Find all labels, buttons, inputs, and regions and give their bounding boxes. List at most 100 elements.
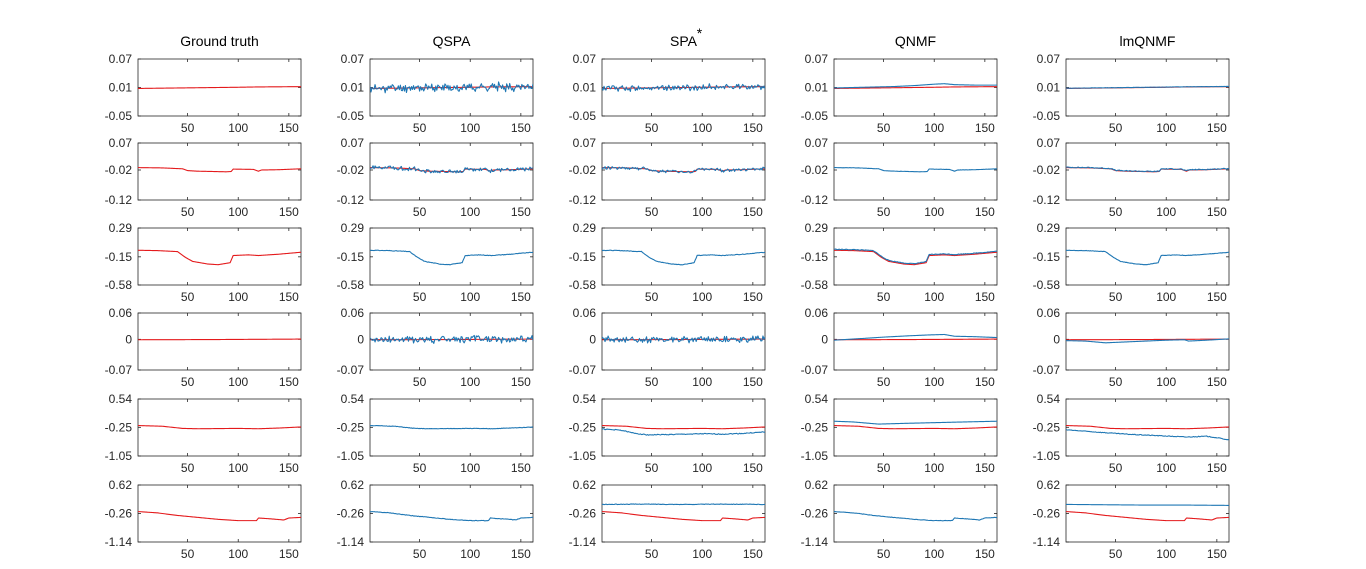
panel-r2-c2: 0.07 -0.02 -0.12 50 100 150 <box>337 136 534 219</box>
axis-box <box>601 398 766 457</box>
y-tick-label: -0.07 <box>569 363 597 377</box>
panel-r6-c4: 0.62 -0.26 -1.14 50 100 150 <box>801 478 998 561</box>
y-tick-label: 0 <box>125 332 132 346</box>
estimate-series-line <box>1066 166 1229 173</box>
x-tick-label: 50 <box>413 205 427 219</box>
panel-r2-c3: 0.07 -0.02 -0.12 50 100 150 <box>569 136 766 219</box>
estimate-series-line <box>834 420 997 425</box>
x-tick-label: 100 <box>1156 205 1176 219</box>
x-tick-label: 150 <box>511 205 531 219</box>
y-tick-label: 0.62 <box>573 478 597 492</box>
estimate-series-line <box>834 166 997 173</box>
panel-title-2: QSPA <box>433 33 472 49</box>
estimate-series-line <box>1066 85 1229 89</box>
y-tick-label: -0.02 <box>801 163 829 177</box>
x-tick-label: 150 <box>511 461 531 475</box>
x-tick-label: 150 <box>279 205 299 219</box>
y-tick-label: 0.07 <box>805 136 829 150</box>
x-tick-label: 50 <box>181 121 195 135</box>
y-tick-label: -0.15 <box>337 250 365 264</box>
ground-truth-series-line <box>602 424 765 430</box>
x-tick-label: 100 <box>924 290 944 304</box>
x-tick-label: 100 <box>1156 461 1176 475</box>
x-tick-label: 100 <box>228 375 248 389</box>
y-tick-label: 0.07 <box>109 136 133 150</box>
panel-r5-c1: 0.54 -0.25 -1.05 50 100 150 <box>105 392 302 475</box>
x-tick-label: 100 <box>924 461 944 475</box>
x-tick-label: 50 <box>877 290 891 304</box>
panel-r3-c3: 0.29 -0.15 -0.58 50 100 150 <box>569 221 766 304</box>
panel-r1-c2: 0.07 0.01 -0.05 50 100 150 <box>337 52 534 135</box>
y-tick-label: 0.29 <box>1037 221 1061 235</box>
panel-r2-c1: 0.07 -0.02 -0.12 50 100 150 <box>105 136 302 219</box>
panel-r4-c3: 0.06 0 -0.07 50 100 150 <box>569 306 766 389</box>
x-tick-label: 100 <box>460 205 480 219</box>
y-tick-label: -0.05 <box>105 109 133 123</box>
y-tick-label: 0 <box>821 332 828 346</box>
y-tick-label: 0.01 <box>573 81 597 95</box>
panel-r4-c4: 0.06 0 -0.07 50 100 150 <box>801 306 998 389</box>
y-tick-label: -0.58 <box>105 278 133 292</box>
y-tick-label: 0 <box>357 332 364 346</box>
y-tick-label: -1.14 <box>1033 535 1061 549</box>
y-tick-label: 0.06 <box>341 306 365 320</box>
x-tick-label: 150 <box>511 547 531 561</box>
x-tick-label: 50 <box>1109 290 1123 304</box>
y-tick-label: 0.54 <box>1037 392 1061 406</box>
y-tick-label: -0.26 <box>801 507 829 521</box>
y-tick-label: -0.07 <box>337 363 365 377</box>
y-tick-label: 0.29 <box>341 221 365 235</box>
estimate-series-line <box>1066 429 1229 441</box>
estimate-series-line <box>370 81 533 94</box>
ground-truth-series-line <box>1066 511 1229 522</box>
panel-r3-c4: 0.29 -0.15 -0.58 50 100 150 <box>801 221 998 304</box>
panel-title-sup-3: * <box>697 25 703 41</box>
y-tick-label: -0.12 <box>569 193 597 207</box>
panel-r4-c1: 0.06 0 -0.07 50 100 150 <box>105 306 302 389</box>
y-tick-label: 0.06 <box>1037 306 1061 320</box>
x-tick-label: 150 <box>1207 461 1227 475</box>
x-tick-label: 100 <box>228 205 248 219</box>
x-tick-label: 150 <box>279 461 299 475</box>
ground-truth-series-line <box>834 86 997 89</box>
axis-box <box>137 227 302 286</box>
axis-box <box>137 312 302 371</box>
x-tick-label: 50 <box>1109 375 1123 389</box>
y-tick-label: 0.07 <box>1037 52 1061 66</box>
y-tick-label: 0.06 <box>805 306 829 320</box>
y-tick-label: 0.54 <box>341 392 365 406</box>
x-tick-label: 50 <box>413 290 427 304</box>
y-tick-label: 0.54 <box>805 392 829 406</box>
y-tick-label: -0.58 <box>569 278 597 292</box>
y-tick-label: -0.25 <box>337 420 365 434</box>
y-tick-label: 0.06 <box>109 306 133 320</box>
y-tick-label: -0.02 <box>105 163 133 177</box>
y-tick-label: 0.07 <box>109 52 133 66</box>
panel-r1-c3: 0.07 0.01 -0.05 50 100 150 <box>569 52 766 135</box>
x-tick-label: 150 <box>1207 290 1227 304</box>
y-tick-label: -0.26 <box>569 507 597 521</box>
panel-r6-c2: 0.62 -0.26 -1.14 50 100 150 <box>337 478 534 561</box>
x-tick-label: 150 <box>975 205 995 219</box>
y-tick-label: 0.07 <box>805 52 829 66</box>
x-tick-label: 50 <box>181 375 195 389</box>
estimate-series-line <box>602 335 765 344</box>
axis-box <box>833 227 998 286</box>
ground-truth-series-line <box>1066 338 1229 341</box>
ground-truth-series-line <box>602 86 765 89</box>
ground-truth-series-line <box>138 86 301 89</box>
ground-truth-series-line <box>138 424 301 430</box>
y-tick-label: -0.15 <box>105 250 133 264</box>
x-tick-label: 150 <box>975 290 995 304</box>
panel-title-4: QNMF <box>895 33 936 49</box>
y-tick-label: -1.14 <box>801 535 829 549</box>
estimate-series-line <box>1066 249 1229 266</box>
estimate-series-line <box>370 510 533 522</box>
panel-r6-c5: 0.62 -0.26 -1.14 50 100 150 <box>1033 478 1230 561</box>
y-tick-label: 0.62 <box>341 478 365 492</box>
panel-r6-c3: 0.62 -0.26 -1.14 50 100 150 <box>569 478 766 561</box>
y-tick-label: 0.07 <box>1037 136 1061 150</box>
x-tick-label: 100 <box>692 461 712 475</box>
y-tick-label: -1.05 <box>1033 449 1061 463</box>
x-tick-label: 50 <box>413 547 427 561</box>
